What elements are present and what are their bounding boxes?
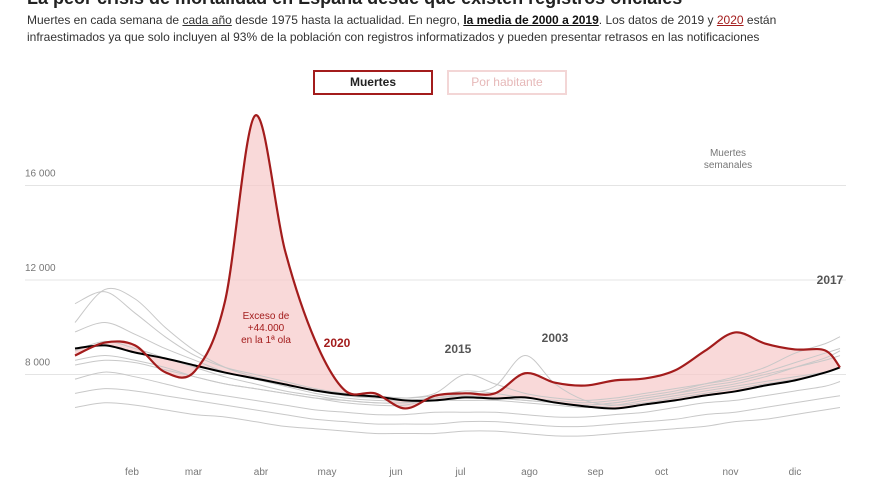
toggle-button[interactable]: Por habitante: [447, 70, 567, 95]
series-label: 2003: [542, 331, 569, 345]
highlight-line: [74, 114, 841, 410]
excess-area: [75, 115, 840, 409]
series-label: 2017: [817, 273, 844, 287]
subtitle-text: están infraestimados ya que solo incluye…: [27, 13, 777, 44]
annotation: Exceso de: [243, 311, 290, 322]
axis-label: semanales: [704, 160, 752, 171]
annotation: en la 1ª ola: [241, 335, 291, 346]
year-line: [74, 402, 841, 437]
series-label: 2015: [445, 342, 472, 356]
toggle-button[interactable]: Muertes: [313, 70, 433, 95]
mean-line: [74, 344, 841, 410]
year-line: [74, 287, 841, 401]
year-line: [74, 321, 841, 406]
subtitle-text: . Los datos de 2019 y: [598, 13, 717, 27]
y-tick-label: 12 000: [25, 263, 56, 274]
subtitle-text: desde 1975 hasta la actualidad. En negro…: [231, 13, 464, 27]
x-tick-label: oct: [655, 467, 669, 478]
x-tick-label: jun: [388, 467, 402, 478]
x-tick-label: abr: [254, 467, 269, 478]
x-tick-label: sep: [587, 467, 604, 478]
x-tick-label: ago: [521, 467, 538, 478]
annotation: +44.000: [248, 323, 285, 334]
subtitle-link[interactable]: cada año: [182, 13, 232, 27]
x-tick-label: nov: [722, 467, 738, 478]
title: La peor crisis de mortalidad en España d…: [27, 0, 682, 9]
year-line: [74, 388, 841, 428]
x-tick-label: jul: [454, 467, 465, 478]
axis-label: Muertes: [710, 148, 746, 159]
y-tick-label: 16 000: [25, 169, 56, 180]
subtitle: Muertes en cada semana de cada año desde…: [27, 12, 857, 46]
series-label: 2020: [324, 336, 351, 350]
y-tick-label: 8 000: [25, 357, 50, 368]
subtitle-link[interactable]: 2020: [716, 13, 744, 27]
x-tick-label: feb: [125, 467, 139, 478]
subtitle-link[interactable]: la media de 2000 a 2019: [463, 13, 599, 27]
subtitle-text: Muertes en cada semana de: [27, 13, 183, 27]
year-line: [74, 371, 841, 418]
x-tick-label: mar: [185, 467, 203, 478]
x-tick-label: may: [318, 467, 337, 478]
x-tick-label: dic: [789, 467, 802, 478]
